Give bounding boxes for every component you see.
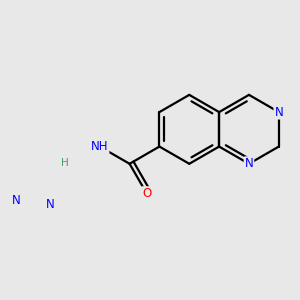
Text: NH: NH (91, 140, 109, 153)
Text: H: H (61, 158, 68, 168)
Text: N: N (244, 157, 253, 170)
Text: N: N (46, 198, 55, 211)
Text: N: N (274, 106, 283, 118)
Text: N: N (12, 194, 21, 207)
Text: O: O (142, 187, 152, 200)
